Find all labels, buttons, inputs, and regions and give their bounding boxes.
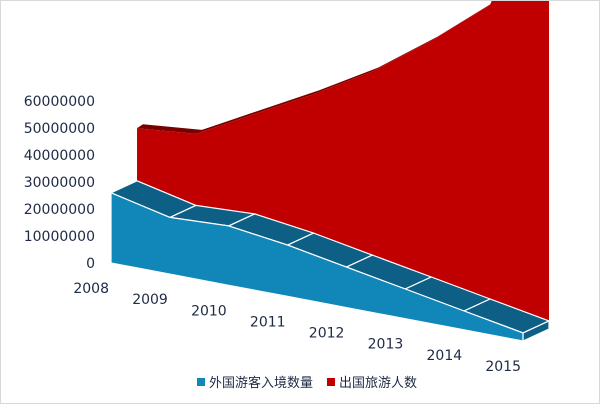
x-tick-label: 2012 (309, 326, 345, 342)
y-tick-label: 20000000 (24, 202, 95, 218)
x-tick-label: 2014 (427, 348, 463, 364)
y-tick-label: 10000000 (24, 229, 95, 245)
y-tick-label: 30000000 (24, 175, 95, 191)
y-tick-label: 0 (86, 256, 95, 272)
x-tick-label: 2013 (368, 337, 404, 353)
legend-label-series-2: 出国旅游人数 (339, 376, 417, 391)
y-tick-label: 50000000 (24, 121, 95, 137)
legend-swatch-series-2 (327, 378, 335, 386)
x-tick-label: 2011 (250, 314, 286, 330)
legend-label-series-1: 外国游客入境数量 (209, 375, 313, 391)
legend-swatch-series-1 (197, 378, 205, 386)
x-tick-label: 2008 (73, 281, 109, 297)
x-tick-label: 2009 (132, 292, 168, 308)
y-tick-label: 60000000 (24, 94, 95, 110)
x-tick-label: 2015 (485, 359, 521, 375)
series-1-area (110, 191, 524, 342)
x-tick-label: 2010 (191, 303, 227, 319)
y-tick-label: 40000000 (24, 148, 95, 164)
